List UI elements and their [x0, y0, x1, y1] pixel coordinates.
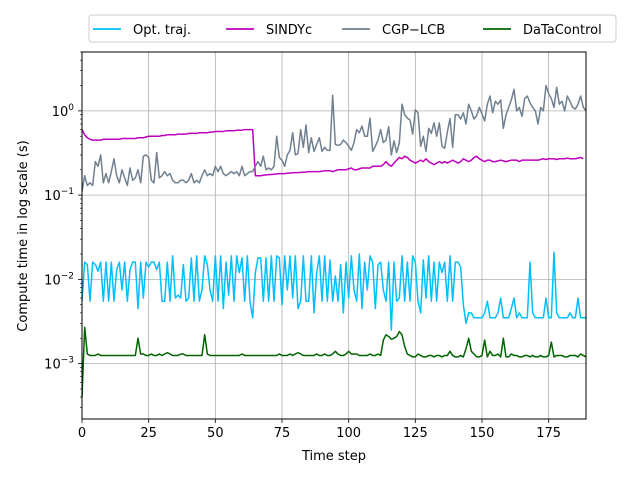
y-tick-base: 10	[44, 189, 61, 204]
x-axis: 0 25 50 75 100 125 150 175	[78, 419, 561, 441]
legend-label: DaTaControl	[523, 23, 602, 38]
y-tick-exponent: −1	[61, 187, 74, 197]
y-tick-base: 10	[44, 358, 61, 373]
y-tick-label: 10−3	[44, 356, 74, 373]
legend-label: Opt. traj.	[133, 23, 191, 38]
legend-label: CGP−LCB	[382, 23, 445, 38]
x-tick-label: 0	[78, 426, 86, 441]
series-line-opt-traj-	[81, 251, 586, 331]
y-tick-label: 100	[52, 103, 75, 120]
y-tick-label: 10−1	[44, 187, 74, 204]
y-axis-label: Compute time in log scale (s)	[16, 140, 31, 331]
x-tick-label: 150	[470, 426, 495, 441]
y-tick-label: 10−2	[44, 271, 74, 288]
y-tick-exponent: −2	[61, 271, 74, 281]
x-tick-label: 75	[274, 426, 291, 441]
series-line-datacontrol	[81, 326, 587, 398]
x-tick-label: 125	[403, 426, 428, 441]
plot-frame	[81, 51, 587, 420]
legend-label: SINDYc	[266, 23, 312, 38]
y-tick-exponent: 0	[68, 103, 74, 113]
y-tick-base: 10	[52, 105, 69, 120]
y-tick-base: 10	[44, 273, 61, 288]
x-tick-label: 100	[336, 426, 361, 441]
series-line-cgp-lcb	[81, 84, 587, 192]
x-tick-label: 175	[536, 426, 561, 441]
y-tick-exponent: −3	[61, 356, 74, 366]
x-tick-label: 25	[140, 426, 157, 441]
series-line-sindyc	[81, 128, 584, 177]
legend: Opt. traj. SINDYc CGP−LCB DaTaControl	[88, 14, 617, 43]
series-layer	[81, 84, 587, 398]
x-tick-label: 50	[207, 426, 224, 441]
x-axis-label: Time step	[301, 449, 366, 464]
